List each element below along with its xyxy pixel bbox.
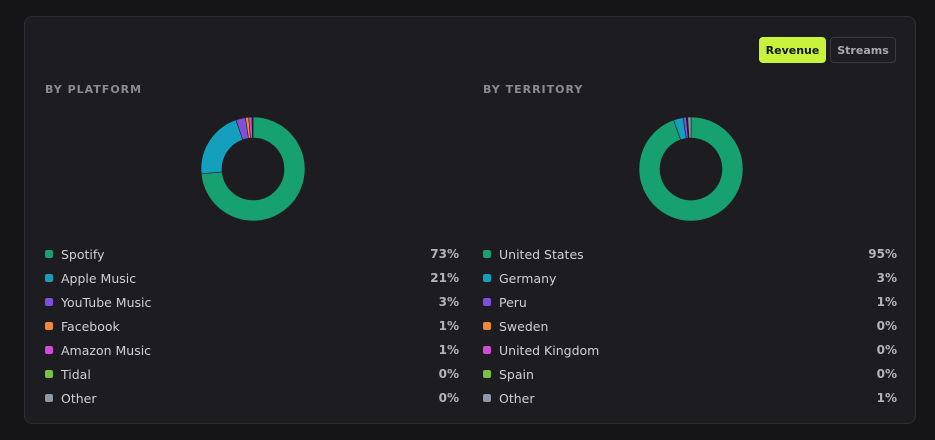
legend-label: Other xyxy=(499,390,535,406)
analytics-card: Revenue Streams BY PLATFORM Spotify 73% Ap… xyxy=(24,16,916,424)
legend-row: Other 1% xyxy=(483,386,897,410)
legend-value: 0% xyxy=(876,343,897,357)
legend-swatch xyxy=(45,274,53,282)
legend-value: 1% xyxy=(876,295,897,309)
legend-swatch xyxy=(45,370,53,378)
legend-swatch xyxy=(483,322,491,330)
donut-slice-other xyxy=(687,116,692,139)
legend-row: YouTube Music 3% xyxy=(45,290,459,314)
legend-row: United States 95% xyxy=(483,242,897,266)
revenue-toggle-button[interactable]: Revenue xyxy=(759,37,826,63)
legend-value: 3% xyxy=(438,295,459,309)
legend-row: Amazon Music 1% xyxy=(45,338,459,362)
legend-value: 3% xyxy=(876,271,897,285)
legend-swatch xyxy=(483,274,491,282)
section-title: BY TERRITORY xyxy=(483,83,584,96)
legend-label: Amazon Music xyxy=(61,342,152,358)
legend-label: Other xyxy=(61,390,97,406)
territory-donut-chart xyxy=(638,116,744,222)
legend-value: 73% xyxy=(430,247,459,261)
legend-label: Germany xyxy=(499,270,557,286)
legend-label: Spain xyxy=(499,366,534,382)
legend-value: 95% xyxy=(868,247,897,261)
legend-row: Apple Music 21% xyxy=(45,266,459,290)
legend-swatch xyxy=(483,370,491,378)
legend-swatch xyxy=(45,322,53,330)
donut-slice-united-states xyxy=(638,116,744,222)
legend-row: Facebook 1% xyxy=(45,314,459,338)
legend-label: Sweden xyxy=(499,318,549,334)
legend-label: Tidal xyxy=(61,366,91,382)
legend-swatch xyxy=(483,298,491,306)
legend-label: Facebook xyxy=(61,318,120,334)
legend-value: 1% xyxy=(438,319,459,333)
legend-swatch xyxy=(45,394,53,402)
legend-label: Apple Music xyxy=(61,270,137,286)
legend-swatch xyxy=(483,250,491,258)
legend-label: Peru xyxy=(499,294,527,310)
legend-value: 0% xyxy=(438,391,459,405)
legend-label: United States xyxy=(499,246,584,262)
platform-donut-chart xyxy=(200,116,306,222)
section-title: BY PLATFORM xyxy=(45,83,143,96)
legend-label: United Kingdom xyxy=(499,342,600,358)
legend-row: Spain 0% xyxy=(483,362,897,386)
legend-row: Other 0% xyxy=(45,386,459,410)
legend-value: 0% xyxy=(876,319,897,333)
platform-legend: Spotify 73% Apple Music 21% YouTube Music 3% F… xyxy=(45,242,459,410)
legend-swatch xyxy=(45,346,53,354)
donut-slice-spotify xyxy=(200,116,306,222)
legend-row: Peru 1% xyxy=(483,290,897,314)
legend-value: 1% xyxy=(876,391,897,405)
legend-swatch xyxy=(45,298,53,306)
territory-legend: United States 95% Germany 3% Peru 1% Sweden 0% U… xyxy=(483,242,897,410)
legend-swatch xyxy=(45,250,53,258)
legend-value: 0% xyxy=(438,367,459,381)
streams-toggle-button[interactable]: Streams xyxy=(830,37,896,63)
legend-row: United Kingdom 0% xyxy=(483,338,897,362)
legend-row: Germany 3% xyxy=(483,266,897,290)
legend-swatch xyxy=(483,346,491,354)
legend-row: Tidal 0% xyxy=(45,362,459,386)
legend-row: Sweden 0% xyxy=(483,314,897,338)
legend-value: 0% xyxy=(876,367,897,381)
legend-value: 21% xyxy=(430,271,459,285)
metric-toggle: Revenue Streams xyxy=(759,37,896,63)
legend-label: YouTube Music xyxy=(61,294,152,310)
legend-value: 1% xyxy=(438,343,459,357)
legend-row: Spotify 73% xyxy=(45,242,459,266)
legend-swatch xyxy=(483,394,491,402)
donut-slice-apple-music xyxy=(200,119,244,175)
legend-label: Spotify xyxy=(61,246,105,262)
